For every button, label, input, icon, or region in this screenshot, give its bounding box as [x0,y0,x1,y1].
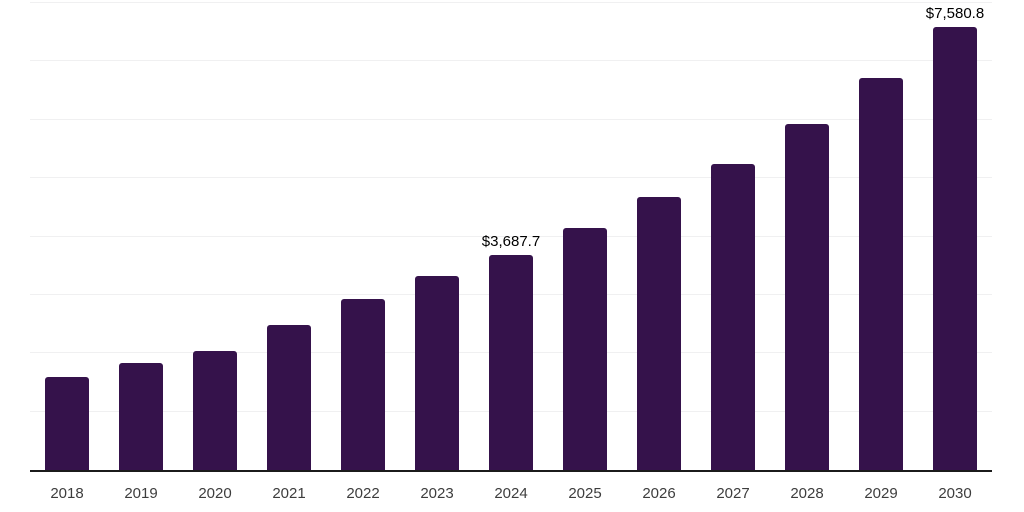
bar-2024 [489,254,533,470]
x-tick-label-2020: 2020 [198,485,232,502]
x-tick-label-2026: 2026 [642,485,676,502]
x-tick-label-2027: 2027 [716,485,750,502]
x-tick-label-2022: 2022 [346,485,380,502]
gridline [30,235,992,237]
bar-2023 [415,275,459,470]
bar-2021 [267,324,311,470]
gridline [30,60,992,62]
x-tick-label-2028: 2028 [790,485,824,502]
bar-2018 [45,377,89,470]
bar-value-label-2024: $3,687.7 [481,232,541,250]
x-tick-label-2019: 2019 [124,485,158,502]
x-tick-label-2021: 2021 [272,485,306,502]
plot-area: $3,687.7 $7,580.8 [30,2,992,470]
x-tick-label-2023: 2023 [420,485,454,502]
x-axis-line [30,470,992,472]
x-tick-label-2025: 2025 [568,485,602,502]
bar-2022 [341,298,385,470]
bar-2026 [637,197,681,470]
gridline [30,2,992,3]
bar-2020 [193,350,237,470]
bar-value-label-2030: $7,580.8 [925,5,985,23]
gridline [30,118,992,120]
bar-2029 [859,78,903,470]
x-tick-label-2029: 2029 [864,485,898,502]
gridline [30,177,992,179]
bar-2025 [563,228,607,470]
bar-2030 [933,27,977,470]
x-tick-label-2024: 2024 [494,485,528,502]
x-tick-label-2030: 2030 [938,485,972,502]
bar-2019 [119,363,163,470]
bar-2027 [711,164,755,470]
x-tick-label-2018: 2018 [50,485,84,502]
bar-2028 [785,124,829,470]
